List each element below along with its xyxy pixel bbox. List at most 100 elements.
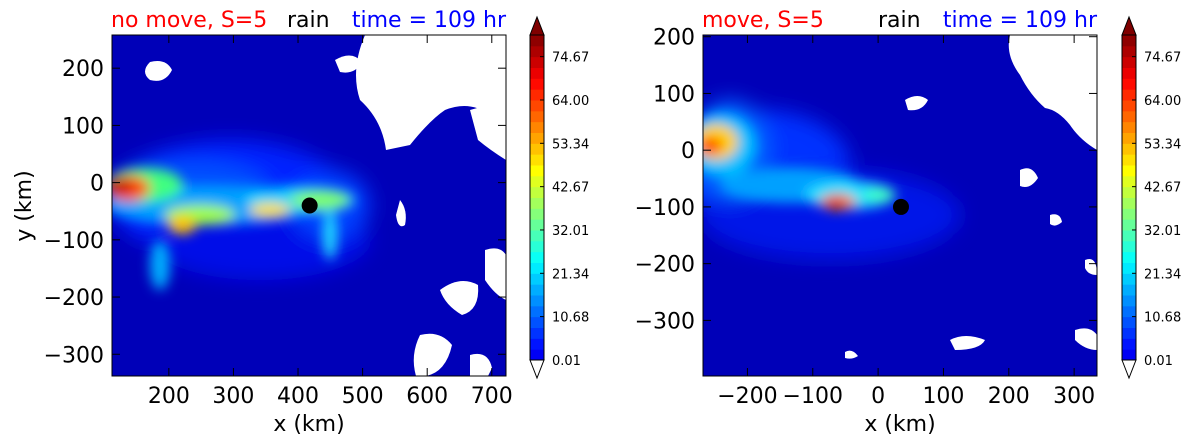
- panel-left-title-time: time = 109 hr: [352, 8, 507, 33]
- x-tick-label: 700: [471, 384, 513, 409]
- colorbar-segment: [530, 110, 544, 123]
- panel-right-field: [703, 35, 1097, 376]
- colorbar-segment: [530, 240, 544, 253]
- colorbar-segment: [1122, 186, 1136, 198]
- colorbar-segment: [530, 327, 544, 339]
- colorbar-tick-label: 32.01: [552, 224, 589, 239]
- panel-right-colorbar: 0.01 10.68 21.34 32.01 42.67 53.34 64.00 74.67: [1121, 15, 1181, 380]
- colorbar-segment: [1122, 219, 1136, 231]
- colorbar-segment: [1122, 208, 1136, 220]
- y-tick-label: −300: [44, 343, 104, 368]
- colorbar-segment: [530, 338, 544, 350]
- colorbar-segment: [1122, 67, 1136, 79]
- colorbar-segment: [1122, 295, 1136, 307]
- colorbar-tick-label: 10.68: [552, 311, 589, 326]
- colorbar-segment: [1122, 338, 1136, 350]
- colorbar-extend-max: [1121, 15, 1137, 36]
- colorbar-segment: [530, 305, 544, 318]
- y-tick-label: 200: [62, 57, 104, 82]
- panel-left-title-mode: no move, S=5: [111, 8, 267, 33]
- colorbar-segment: [530, 132, 544, 144]
- colorbar-tick-label: 64.00: [552, 94, 589, 109]
- colorbar-segment: [530, 67, 544, 79]
- colorbar-frame: [529, 34, 545, 361]
- colorbar-segment: [530, 175, 544, 188]
- colorbar-segment: [530, 143, 544, 155]
- colorbar-segment: [530, 262, 544, 274]
- colorbar-segment: [530, 251, 544, 263]
- panel-right-missing-data: [845, 35, 1097, 359]
- colorbar-segment: [1122, 100, 1136, 112]
- colorbar-segment: [530, 316, 544, 328]
- colorbar-segment: [530, 56, 544, 68]
- colorbar-segment: [530, 273, 544, 285]
- colorbar-segment: [530, 219, 544, 231]
- panel-right-xlabel: x (km): [864, 412, 935, 437]
- x-tick-label: 400: [277, 384, 319, 409]
- colorbar-segment: [1122, 132, 1136, 144]
- panel-left-colorbar: 0.01 10.68 21.34 32.01 42.67 53.34 64.00 74.67: [529, 15, 589, 380]
- colorbar-segment: [1122, 35, 1136, 47]
- colorbar-segment: [1122, 262, 1136, 274]
- colorbar-segment: [1122, 56, 1136, 68]
- colorbar-segment: [1122, 230, 1136, 242]
- colorbar-segment: [530, 208, 544, 220]
- colorbar-segment: [530, 295, 544, 307]
- colorbar-tick-label: 10.68: [1144, 311, 1181, 326]
- colorbar-segment: [1122, 316, 1136, 328]
- colorbar-tick-label: 21.34: [1144, 267, 1181, 282]
- colorbar-tick-label: 64.00: [1144, 94, 1181, 109]
- x-tick-label: 200: [988, 384, 1030, 409]
- colorbar-tick-label: 42.67: [1144, 181, 1181, 196]
- panel-right-title-mode: move, S=5: [702, 8, 824, 33]
- y-tick-label: −100: [635, 196, 695, 221]
- colorbar-tick-label: 53.34: [552, 137, 589, 152]
- colorbar-tick-label: 0.01: [1144, 354, 1173, 369]
- x-tick-label: 300: [1053, 384, 1095, 409]
- panel-left-ylabel: y (km): [12, 170, 37, 241]
- panel-left-xlabel: x (km): [273, 412, 344, 437]
- colorbar-segment: [1122, 305, 1136, 318]
- x-tick-label: 300: [212, 384, 254, 409]
- colorbar-segment: [530, 89, 544, 101]
- x-tick-label: 100: [922, 384, 964, 409]
- y-tick-label: −300: [635, 309, 695, 334]
- colorbar-segment: [530, 197, 544, 209]
- panel-left-frame: [111, 34, 507, 377]
- colorbar-segment: [1122, 349, 1136, 361]
- y-tick-label: 100: [62, 114, 104, 139]
- colorbar-segment: [530, 284, 544, 296]
- panel-left-missing-data: [145, 35, 506, 376]
- y-tick-label: 0: [90, 172, 104, 197]
- colorbar-extend-min: [1121, 359, 1137, 380]
- panel-left-axes: 200 300 400 500 600 700 200 100 0 −100 −200 −300: [44, 35, 513, 409]
- colorbar-tick-label: 53.34: [1144, 137, 1181, 152]
- x-tick-label: 600: [406, 384, 448, 409]
- colorbar-segment: [1122, 284, 1136, 296]
- colorbar-segment: [530, 35, 544, 47]
- colorbar-tick-label: 21.34: [552, 267, 589, 282]
- panel-right-frame: [702, 34, 1098, 377]
- y-tick-label: 100: [653, 82, 695, 107]
- x-tick-label: 200: [148, 384, 190, 409]
- x-tick-label: −100: [783, 384, 843, 409]
- colorbar-segment: [1122, 273, 1136, 285]
- colorbar-segment: [1122, 89, 1136, 101]
- colorbar-segment: [1122, 78, 1136, 90]
- panel-right-title-time: time = 109 hr: [943, 8, 1098, 33]
- x-tick-label: 500: [342, 384, 384, 409]
- x-tick-label: 0: [871, 384, 885, 409]
- colorbar-segment: [530, 349, 544, 361]
- colorbar-segment: [1122, 45, 1136, 58]
- colorbar-segment: [530, 121, 544, 133]
- colorbar-segment: [530, 230, 544, 242]
- colorbar-segment: [1122, 143, 1136, 155]
- colorbar-tick-label: 74.67: [552, 51, 589, 66]
- colorbar-segment: [530, 186, 544, 198]
- colorbar-segment: [530, 78, 544, 90]
- y-tick-label: 200: [653, 26, 695, 51]
- colorbar-segment: [1122, 240, 1136, 253]
- colorbar-tick-label: 74.67: [1144, 51, 1181, 66]
- colorbar-tick-label: 32.01: [1144, 224, 1181, 239]
